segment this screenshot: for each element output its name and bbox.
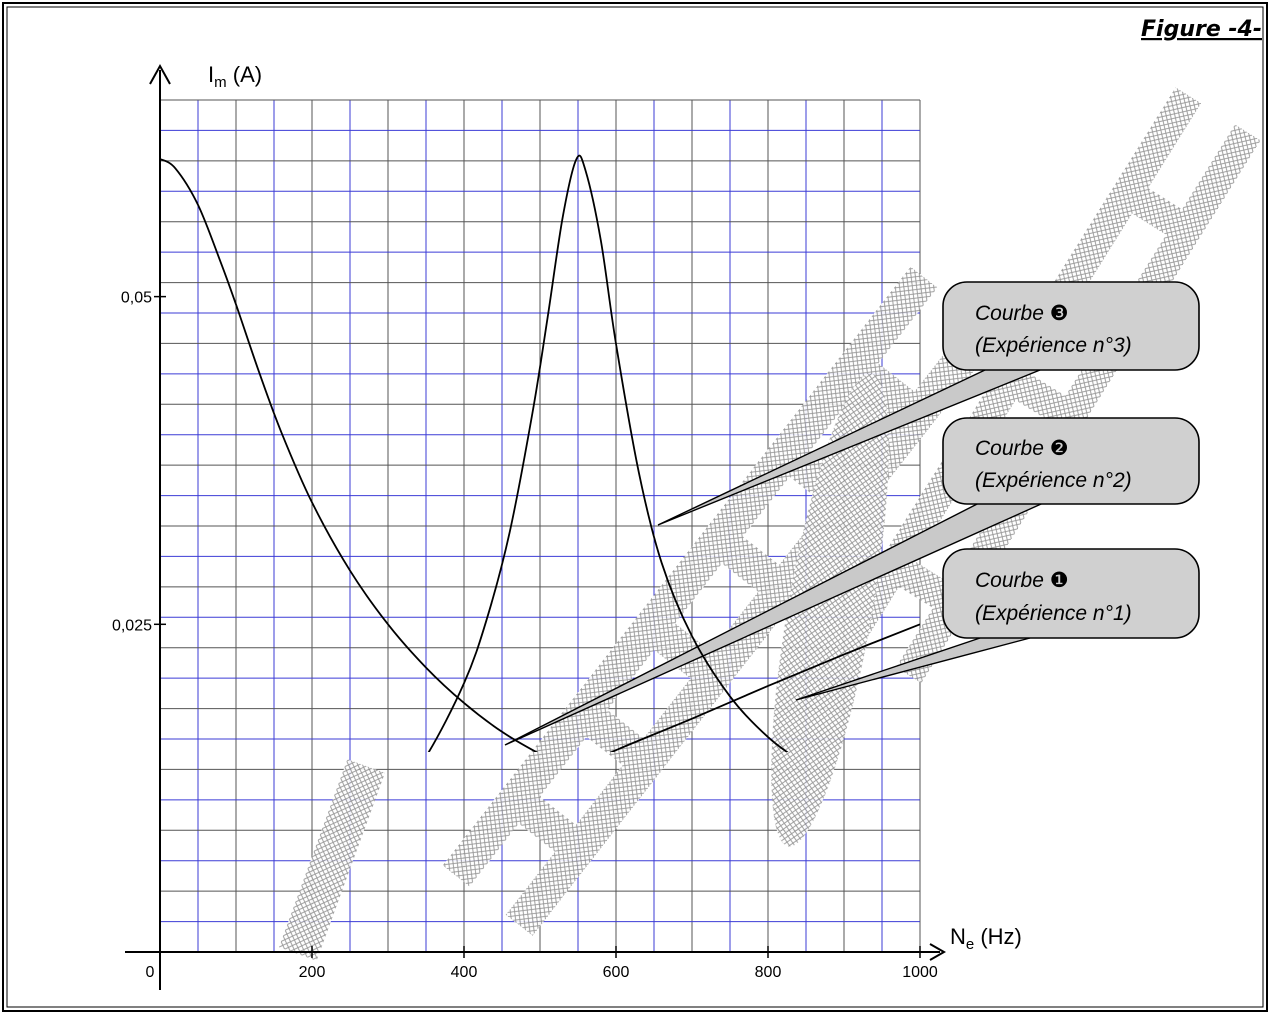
y-axis-label: Im (A) (208, 62, 262, 91)
chart-series (160, 154, 920, 752)
callout-2-pointer (504, 499, 1051, 746)
callout-1-box: Courbe ❶ (Expérience n°1) (942, 548, 1200, 639)
callout-3-box: Courbe ❸ (Expérience n°3) (942, 281, 1200, 371)
y-axis-arrow (149, 63, 171, 85)
series-line-3 (427, 154, 789, 752)
y-tick-label: 0,025 (112, 617, 152, 634)
x-tick-label: 0 (146, 964, 155, 981)
callout-2-title: Courbe ❷ (975, 437, 1069, 460)
x-axis-arrow (929, 943, 947, 961)
x-tick-label: 600 (603, 964, 630, 981)
series-line-1 (609, 623, 920, 752)
y-tick-label: 0,05 (121, 290, 152, 307)
x-tick-label: 200 (299, 964, 326, 981)
series-line-2 (160, 158, 539, 752)
figure-label: Figure -4- (1141, 17, 1262, 42)
x-tick-label: 400 (451, 964, 478, 981)
x-tick-label: 800 (755, 964, 782, 981)
axes (125, 63, 947, 990)
callout-3-pointer (657, 369, 1041, 526)
callout-3-subtitle: (Expérience n°3) (975, 334, 1132, 357)
chart-ticks: 0 200 400 600 800 1000 0,025 0,05 (112, 290, 938, 981)
callout-1-title: Courbe ❶ (975, 569, 1069, 592)
callouts: Courbe ❸ (Expérience n°3) Courbe ❷ (Expé… (504, 281, 1200, 746)
x-axis-label: Ne (Hz) (950, 924, 1022, 953)
callout-1-subtitle: (Expérience n°1) (975, 602, 1132, 625)
x-tick-label: 1000 (902, 964, 938, 981)
callout-2-subtitle: (Expérience n°2) (975, 469, 1132, 492)
callout-1-pointer (795, 637, 1031, 701)
callout-2-box: Courbe ❷ (Expérience n°2) (942, 417, 1200, 505)
callout-3-title: Courbe ❸ (975, 302, 1069, 325)
